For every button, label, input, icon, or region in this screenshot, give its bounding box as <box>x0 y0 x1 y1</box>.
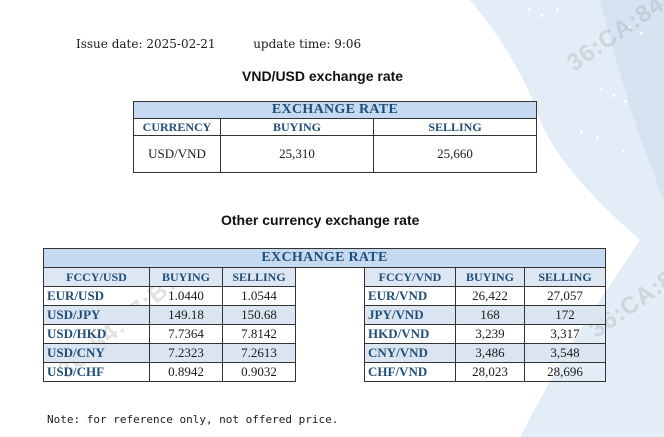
selling-cell: 28,696 <box>524 362 606 382</box>
selling-cell: 172 <box>524 305 606 325</box>
buying-cell: 25,310 <box>220 135 374 173</box>
issue-date: 2025-02-21 <box>146 37 216 51</box>
pair-cell: USD/JPY <box>43 305 150 325</box>
selling-cell: 150.68 <box>222 305 296 325</box>
table-band: EXCHANGE RATE <box>133 101 537 119</box>
selling-cell: 7.8142 <box>222 324 296 344</box>
pair-cell: HKD/VND <box>364 324 456 344</box>
pair-cell: CHF/VND <box>364 362 456 382</box>
other-currency-table: EXCHANGE RATE FCCY/USD BUYING SELLING FC… <box>43 248 606 382</box>
column-header: SELLING <box>373 118 537 136</box>
buying-cell: 28,023 <box>455 362 525 382</box>
pair-cell: CNY/VND <box>364 343 456 363</box>
table-row: USD/VND 25,310 25,660 <box>133 135 537 173</box>
buying-cell: 7.7364 <box>149 324 223 344</box>
issue-date-label: Issue date: <box>76 37 143 51</box>
vnd-section-title: VND/USD exchange rate <box>242 68 404 84</box>
update-time-label: update time: <box>253 37 331 51</box>
column-header: SELLING <box>524 267 606 287</box>
table-spacer <box>295 267 365 382</box>
buying-cell: 3,486 <box>455 343 525 363</box>
pair-cell: USD/CNY <box>43 343 150 363</box>
column-header: FCCY/VND <box>364 267 456 287</box>
column-header: SELLING <box>222 267 296 287</box>
column-header: CURRENCY <box>133 118 221 136</box>
selling-cell: 0.9032 <box>222 362 296 382</box>
buying-cell: 149.18 <box>149 305 223 325</box>
pair-cell: USD/HKD <box>43 324 150 344</box>
buying-cell: 7.2323 <box>149 343 223 363</box>
selling-cell: 1.0544 <box>222 286 296 306</box>
buying-cell: 0.8942 <box>149 362 223 382</box>
column-header: BUYING <box>149 267 223 287</box>
buying-cell: 1.0440 <box>149 286 223 306</box>
selling-cell: 3,548 <box>524 343 606 363</box>
currency-cell: USD/VND <box>133 135 221 173</box>
issue-info: Issue date: 2025-02-21 update time: 9:06 <box>76 37 361 51</box>
pair-cell: JPY/VND <box>364 305 456 325</box>
column-header: BUYING <box>455 267 525 287</box>
selling-cell: 7.2613 <box>222 343 296 363</box>
column-header: BUYING <box>220 118 374 136</box>
pair-cell: EUR/VND <box>364 286 456 306</box>
pair-cell: USD/CHF <box>43 362 150 382</box>
buying-cell: 3,239 <box>455 324 525 344</box>
table-band: EXCHANGE RATE <box>43 248 606 268</box>
vnd-usd-table: EXCHANGE RATE CURRENCY BUYING SELLING US… <box>133 101 537 173</box>
other-section-title: Other currency exchange rate <box>221 212 420 228</box>
disclaimer-note: Note: for reference only, not offered pr… <box>47 413 339 426</box>
selling-cell: 25,660 <box>373 135 537 173</box>
selling-cell: 27,057 <box>524 286 606 306</box>
update-time: 9:06 <box>334 37 362 51</box>
selling-cell: 3,317 <box>524 324 606 344</box>
column-header: FCCY/USD <box>43 267 150 287</box>
buying-cell: 26,422 <box>455 286 525 306</box>
buying-cell: 168 <box>455 305 525 325</box>
pair-cell: EUR/USD <box>43 286 150 306</box>
